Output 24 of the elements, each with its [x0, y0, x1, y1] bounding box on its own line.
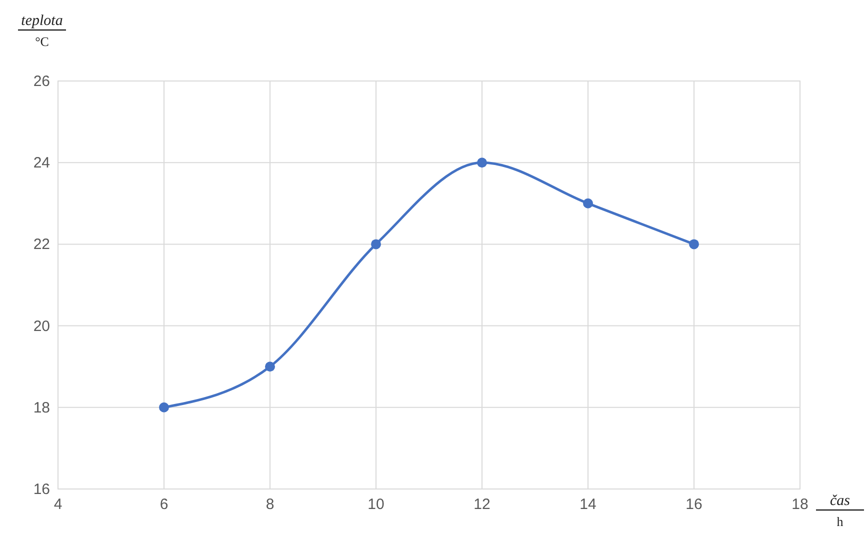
- y-tick-label: 18: [33, 399, 50, 416]
- point: [265, 362, 275, 372]
- point: [477, 158, 487, 168]
- x-tick-label: 6: [160, 496, 168, 513]
- point: [371, 239, 381, 250]
- point: [159, 402, 169, 412]
- x-axis-title: čas: [830, 493, 850, 509]
- x-tick-label: 12: [474, 496, 490, 513]
- x-tick-label: 8: [266, 496, 274, 513]
- y-tick-label: 24: [33, 154, 50, 172]
- text: h: [836, 514, 844, 529]
- point: [689, 239, 699, 250]
- text: °C: [35, 34, 49, 49]
- x-tick-label: 16: [686, 496, 702, 513]
- y-tick-label: 26: [33, 73, 50, 90]
- y-tick-label: 22: [33, 236, 50, 254]
- x-tick-label: 14: [580, 496, 596, 513]
- x-tick-label: 4: [54, 496, 62, 513]
- x-tick-label: 18: [792, 496, 808, 513]
- x-tick-label: 10: [368, 496, 384, 513]
- point: [583, 198, 593, 208]
- y-axis-title: teplota: [21, 13, 63, 29]
- y-tick-label: 16: [33, 481, 50, 498]
- y-tick-label: 20: [33, 318, 50, 335]
